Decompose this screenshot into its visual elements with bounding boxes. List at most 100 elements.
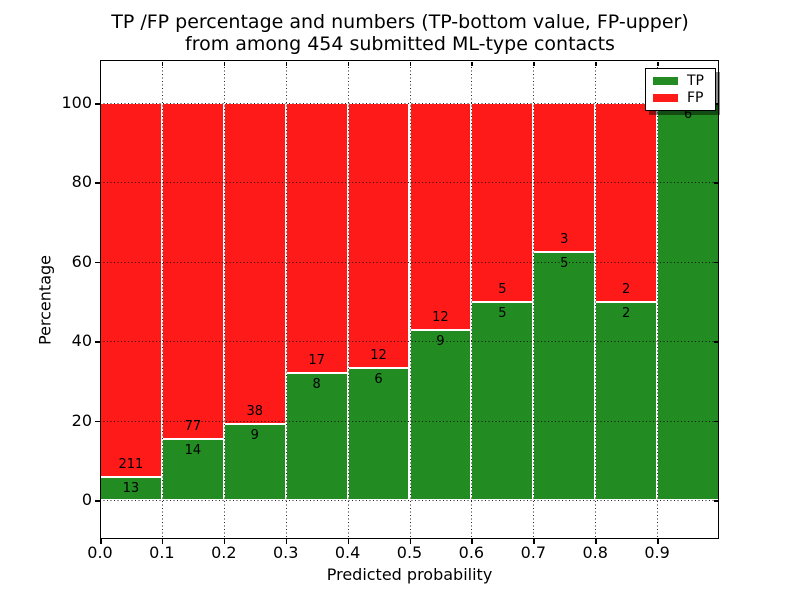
grid-line-horizontal <box>100 103 719 104</box>
y-tick-label: 60 <box>71 251 92 271</box>
y-tick-mark <box>95 420 100 423</box>
bar-label-tp: 2 <box>622 305 631 321</box>
legend: TP FP <box>645 68 716 111</box>
plot-area: 21113771438917812612955352206 <box>100 60 719 539</box>
bar-segment-fp <box>100 103 162 477</box>
top-tick-mark <box>347 61 350 66</box>
y-tick-label: 100 <box>61 93 92 112</box>
bar-label-tp: 5 <box>498 305 507 321</box>
x-tick-mark <box>223 539 226 544</box>
right-tick-mark <box>713 420 718 423</box>
bar-segment-tp <box>161 438 224 500</box>
bar-segment-fp <box>347 103 410 368</box>
bar-segment-fp <box>285 103 348 373</box>
grid-line-vertical <box>533 60 535 539</box>
bar-segment-fp <box>471 103 534 302</box>
bar-segment-tp <box>223 423 286 500</box>
bar-segment-fp <box>409 103 472 330</box>
legend-entry-tp: TP <box>653 74 708 88</box>
x-tick-label: 0.8 <box>582 543 608 562</box>
bar-segment-fp <box>595 103 658 302</box>
bar-segment-tp <box>409 329 472 500</box>
y-tick-label: 80 <box>71 172 92 192</box>
top-tick-mark <box>595 61 597 66</box>
right-tick-mark <box>713 261 718 264</box>
x-tick-mark <box>409 539 411 544</box>
chart-title-line1: TP /FP percentage and numbers (TP-bottom… <box>111 11 689 33</box>
bar-label-fp: 12 <box>432 309 449 325</box>
bar-label-fp: 77 <box>184 418 202 434</box>
x-tick-mark <box>347 539 350 544</box>
bar-segment-fp <box>533 103 596 252</box>
x-tick-mark <box>533 539 535 544</box>
grid-line-vertical <box>223 60 225 539</box>
grid-line-vertical <box>595 60 597 539</box>
grid-line-vertical <box>409 60 411 539</box>
bar-label-tp: 9 <box>436 333 445 349</box>
x-tick-mark <box>161 539 164 544</box>
bar-segment-fp <box>223 103 286 424</box>
bar-label-tp: 5 <box>560 255 569 271</box>
top-tick-mark <box>161 61 164 66</box>
grid-line-horizontal <box>100 341 719 343</box>
x-tick-label: 0.7 <box>520 543 547 562</box>
y-tick-label: 20 <box>71 410 92 430</box>
right-tick-mark <box>713 182 718 184</box>
right-tick-mark <box>713 500 718 502</box>
legend-label-tp: TP <box>687 73 704 90</box>
x-axis-label: Predicted probability <box>326 565 493 584</box>
top-tick-mark <box>471 61 473 66</box>
fp-color-swatch <box>653 93 678 102</box>
bar-label-tp: 14 <box>184 442 202 458</box>
top-tick-mark <box>285 61 288 66</box>
grid-line-vertical <box>161 60 163 539</box>
y-tick-mark <box>95 182 100 184</box>
bar-label-tp: 6 <box>374 371 383 387</box>
bar-label-fp: 17 <box>308 352 325 368</box>
bar-segment-tp <box>595 301 658 500</box>
x-tick-mark <box>100 539 102 544</box>
bar-segment-fp <box>161 103 224 439</box>
chart-title-line2: from among 454 submitted ML-type contact… <box>185 33 615 55</box>
x-tick-label: 0.4 <box>334 543 361 562</box>
bar-segment-tp <box>471 301 534 500</box>
grid-line-vertical <box>347 60 349 539</box>
y-tick-mark <box>95 500 100 502</box>
x-tick-label: 0.0 <box>87 543 113 562</box>
bar-segment-tp <box>657 103 719 500</box>
x-tick-label: 0.3 <box>272 543 299 562</box>
bar-label-fp: 2 <box>622 281 631 297</box>
x-tick-label: 0.9 <box>644 543 670 562</box>
bar-label-fp: 38 <box>246 403 264 419</box>
y-tick-mark <box>95 261 100 264</box>
y-tick-label: 40 <box>71 331 92 351</box>
grid-line-vertical <box>657 60 659 539</box>
bar-label-tp: 8 <box>312 376 321 392</box>
top-tick-mark <box>533 61 535 66</box>
right-tick-mark <box>713 341 718 343</box>
y-tick-mark <box>95 103 100 105</box>
grid-line-vertical <box>285 60 287 539</box>
x-tick-mark <box>657 539 659 544</box>
x-tick-label: 0.1 <box>149 543 175 562</box>
y-axis-label: Percentage <box>35 254 55 346</box>
bar-label-fp: 5 <box>498 281 507 297</box>
bar-label-tp: 13 <box>122 480 140 496</box>
top-tick-mark <box>409 61 411 66</box>
x-tick-label: 0.5 <box>396 543 423 562</box>
legend-label-fp: FP <box>687 89 704 106</box>
top-tick-mark <box>657 61 659 66</box>
grid-line-vertical <box>471 60 473 539</box>
bar-label-fp: 3 <box>560 231 569 247</box>
y-tick-mark <box>95 341 100 343</box>
grid-line-horizontal <box>100 420 719 422</box>
bar-label-fp: 211 <box>118 456 144 472</box>
grid-line-horizontal <box>100 500 719 501</box>
grid-line-horizontal <box>100 261 719 263</box>
x-tick-mark <box>595 539 597 544</box>
x-tick-mark <box>471 539 473 544</box>
top-tick-mark <box>223 61 226 66</box>
legend-entry-fp: FP <box>653 91 708 105</box>
grid-line-horizontal <box>100 182 719 184</box>
